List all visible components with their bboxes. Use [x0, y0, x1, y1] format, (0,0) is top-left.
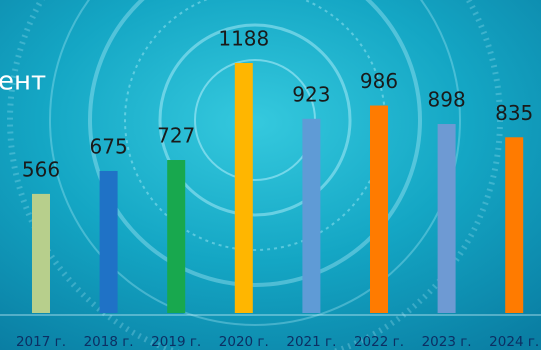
bar [32, 193, 50, 313]
x-tick-label: 2017 г. [16, 334, 66, 350]
value-label: 923 [292, 82, 330, 106]
value-label: 1188 [218, 27, 269, 51]
bar [370, 105, 388, 313]
x-tick-label: 2020 г. [219, 334, 269, 350]
bar [234, 63, 253, 313]
x-tick-label: 2021 г. [286, 334, 336, 350]
x-tick-label: 2019 г. [151, 334, 201, 350]
bar [99, 170, 118, 313]
bar [167, 160, 186, 313]
x-tick-label: 2024 г. [489, 334, 539, 350]
bar [505, 137, 524, 313]
x-tick-label: 2023 г. [422, 334, 472, 350]
value-label: 675 [90, 134, 128, 158]
value-label: 566 [22, 157, 60, 181]
bar [437, 124, 456, 313]
x-tick-label: 2018 г. [84, 334, 134, 350]
value-label: 835 [495, 101, 533, 125]
bar [302, 118, 321, 313]
x-tick-label: 2022 г. [354, 334, 404, 350]
value-label: 986 [360, 69, 398, 93]
value-label: 898 [428, 88, 466, 112]
value-label: 727 [157, 124, 195, 148]
chart-title: ент [0, 67, 46, 97]
